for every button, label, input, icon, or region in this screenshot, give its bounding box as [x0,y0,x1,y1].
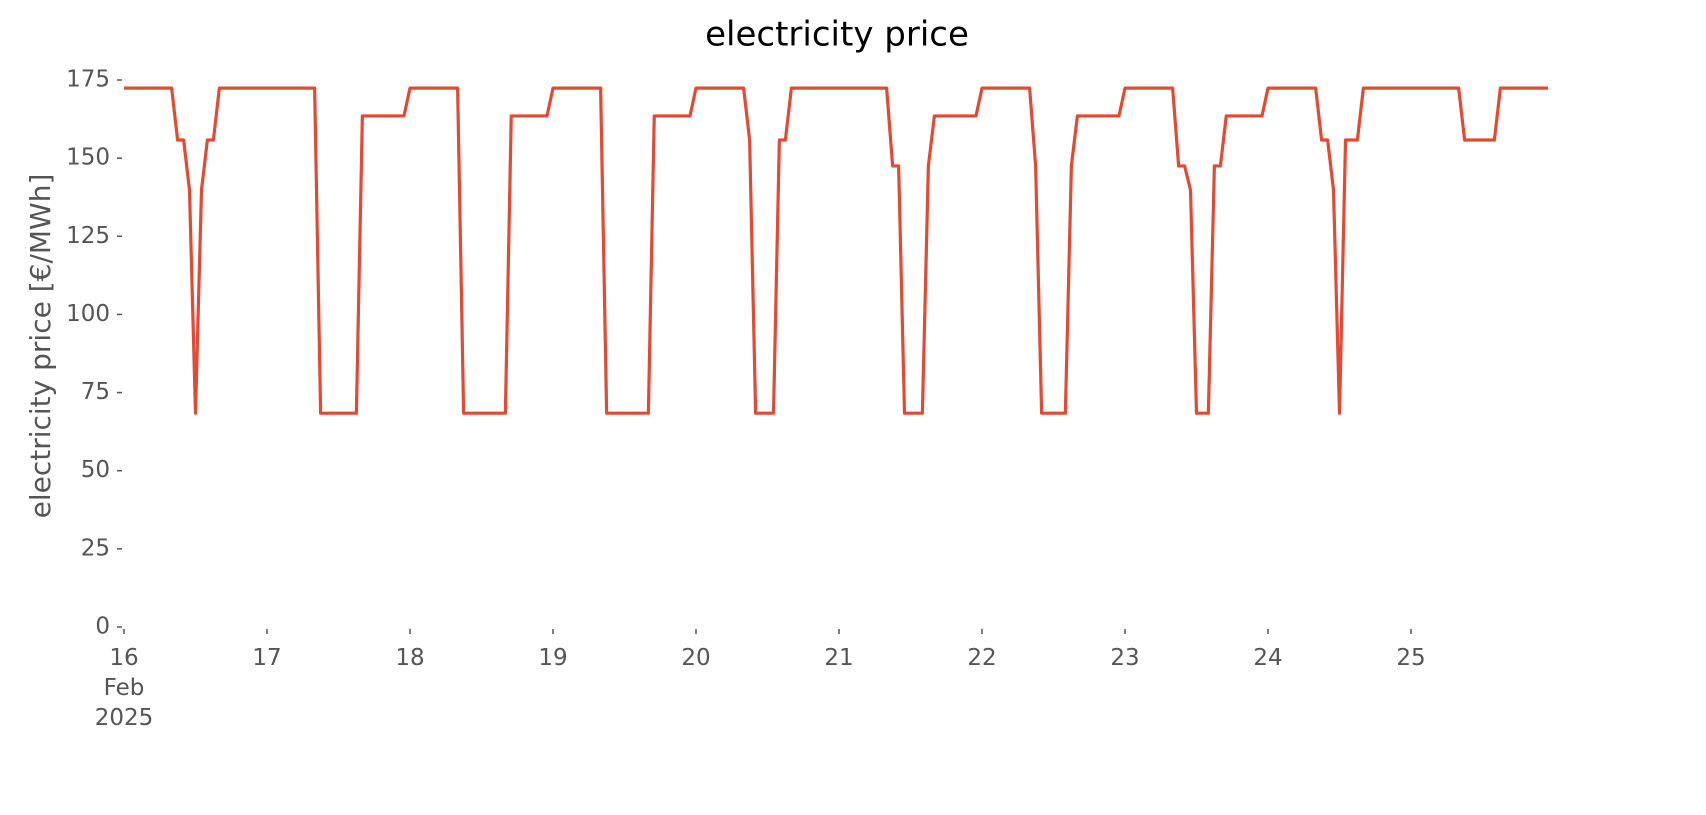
y-tick-label: 100 [66,301,110,327]
x-tick-label: 16 Feb 2025 [95,645,154,731]
y-tick-label: 0 [95,614,110,640]
x-tick-label: 25 [1396,645,1425,671]
y-axis-label: electricity price [€/MWh] [24,174,57,519]
chart-title: electricity price [705,15,969,55]
x-tick-label: 20 [681,645,710,671]
line [124,86,1548,415]
x-tick-label: 18 [395,645,424,671]
y-tick-label: 125 [66,223,110,249]
x-tick-label: 17 [252,645,281,671]
x-tick-label: 24 [1253,645,1282,671]
y-tick-label: 50 [81,457,110,483]
y-tick-label: 175 [66,67,110,93]
y-tick-label: 150 [66,145,110,171]
y-tick-label: 25 [81,535,110,561]
x-tick-label: 21 [824,645,853,671]
x-tick-label: 22 [967,645,996,671]
x-tick-label: 19 [538,645,567,671]
y-tick-label: 75 [81,379,110,405]
x-tick-label: 23 [1110,645,1139,671]
